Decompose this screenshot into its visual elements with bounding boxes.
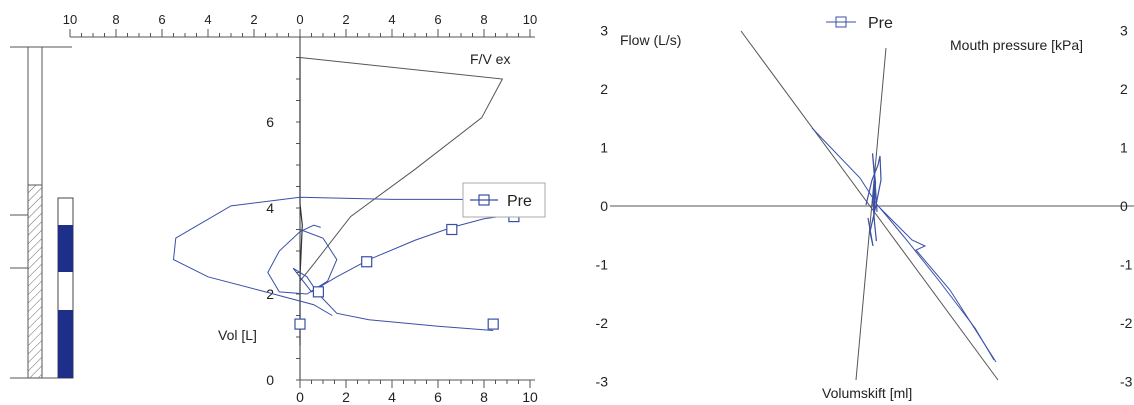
legend-label: Pre xyxy=(868,15,893,32)
data-marker xyxy=(361,256,373,268)
y-tick-label: 0 xyxy=(266,372,274,388)
data-marker xyxy=(294,318,306,330)
x-tick-label: 2 xyxy=(342,389,350,405)
plot-area xyxy=(172,57,520,346)
right-y-tick-label: -2 xyxy=(1120,315,1133,331)
y-axis-ticks: 0 2 4 6 xyxy=(266,57,300,388)
flow-volume-chart: 10 8 6 4 2 0 2 4 6 8 10 0 2 4 6 0 2 4 6 8 10 F/V ex Vol [L… xyxy=(63,12,546,405)
series-line-pre xyxy=(292,213,517,332)
x-tick-label: 6 xyxy=(434,389,442,405)
top-axis-ticks: 10 8 6 4 2 0 2 4 6 8 10 xyxy=(63,12,537,37)
right-y-tick-label: -3 xyxy=(1120,374,1133,390)
scale-fill-segment xyxy=(58,225,73,272)
left-y-ticks: 3 2 1 0 -1 -2 -3 xyxy=(596,23,609,390)
top-tick-label: 4 xyxy=(204,12,211,27)
legend-marker xyxy=(478,194,490,206)
y-axis-label: Vol [L] xyxy=(218,327,257,343)
flow-pressure-chart: 3 2 1 0 -1 -2 -3 3 2 1 0 -1 -2 -3 Flow (L/s) Mouth p… xyxy=(596,15,1134,401)
right-y-tick-label: 3 xyxy=(1120,23,1128,39)
top-tick-label: 6 xyxy=(158,12,165,27)
top-tick-label: 10 xyxy=(523,12,537,27)
data-marker xyxy=(487,318,499,330)
legend: Pre xyxy=(826,15,893,32)
top-tick-label: 2 xyxy=(342,12,349,27)
right-y-tick-label: 0 xyxy=(1120,198,1128,214)
pressure-trace-return xyxy=(879,207,995,361)
volume-trace xyxy=(299,57,303,346)
y-tick-label: 2 xyxy=(266,286,274,302)
x-axis-label: Volumskift [ml] xyxy=(822,385,912,401)
left-y-tick-label: -2 xyxy=(596,315,609,331)
y-tick-label: 6 xyxy=(266,114,274,130)
right-y-tick-label: 1 xyxy=(1120,140,1128,156)
legend: Pre xyxy=(462,182,546,218)
series-line-pre xyxy=(871,153,878,242)
volume-axis-line xyxy=(855,47,887,381)
right-y-tick-label: 2 xyxy=(1120,81,1128,97)
scale-fill-segment xyxy=(58,310,73,378)
predicted-curve xyxy=(299,57,504,282)
scale-hatched-segment xyxy=(27,184,43,379)
y-tick-label: 4 xyxy=(266,200,274,216)
top-tick-label: 8 xyxy=(480,12,487,27)
left-y-tick-label: -3 xyxy=(596,374,609,390)
x-tick-label: 4 xyxy=(388,389,396,405)
right-y-tick-label: -1 xyxy=(1120,257,1133,273)
top-tick-label: 8 xyxy=(112,12,119,27)
inspiratory-loop xyxy=(172,196,508,316)
legend-marker xyxy=(835,16,847,28)
tidal-loop xyxy=(267,224,338,295)
pressure-diagonal-line xyxy=(740,30,999,381)
flow-axis-label: Flow (L/s) xyxy=(620,32,681,48)
pressure-trace xyxy=(811,127,997,363)
bottom-axis-ticks: 0 2 4 6 8 10 xyxy=(296,380,538,405)
chart-title: F/V ex xyxy=(470,51,510,67)
left-y-tick-label: 1 xyxy=(600,140,608,156)
x-tick-label: 8 xyxy=(480,389,488,405)
legend-label: Pre xyxy=(507,193,532,210)
left-y-tick-label: -1 xyxy=(596,257,609,273)
flow-loop xyxy=(865,155,882,247)
left-y-tick-label: 3 xyxy=(600,23,608,39)
data-marker xyxy=(312,286,324,298)
x-tick-label: 0 xyxy=(296,389,304,405)
top-tick-label: 0 xyxy=(296,12,303,27)
top-tick-label: 2 xyxy=(250,12,257,27)
left-y-tick-label: 2 xyxy=(600,81,608,97)
top-tick-label: 10 xyxy=(63,12,77,27)
top-tick-label: 6 xyxy=(434,12,441,27)
data-marker xyxy=(446,223,458,236)
top-tick-label: 4 xyxy=(388,12,395,27)
right-y-ticks: 3 2 1 0 -1 -2 -3 xyxy=(1120,23,1133,390)
left-y-tick-label: 0 xyxy=(600,198,608,214)
x-tick-label: 10 xyxy=(522,389,538,405)
plot-area xyxy=(740,30,999,381)
sidebar-scale xyxy=(10,46,74,379)
pressure-axis-label: Mouth pressure [kPa] xyxy=(950,37,1083,53)
